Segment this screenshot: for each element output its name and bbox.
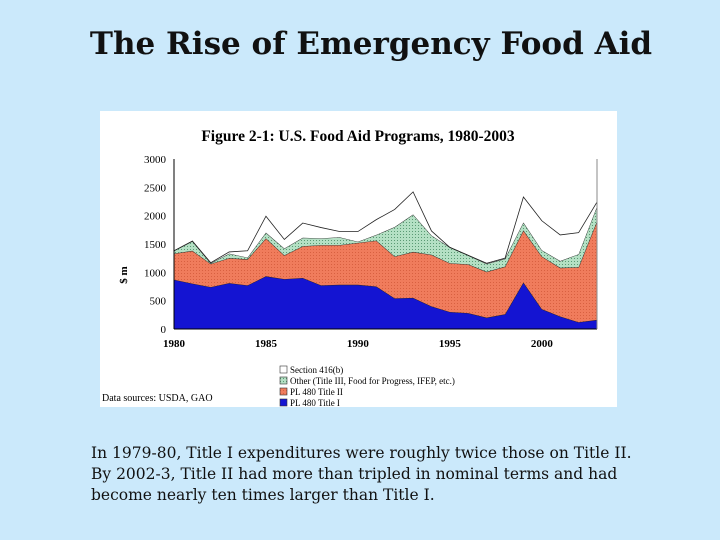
legend-swatch [279,365,288,374]
chart-title: Figure 2-1: U.S. Food Aid Programs, 1980… [201,128,515,145]
legend-swatch [279,387,288,396]
legend-label: Other (Title III, Food for Progress, IFE… [290,376,455,386]
chart: Figure 2-1: U.S. Food Aid Programs, 1980… [100,111,617,408]
y-tick-label: 0 [161,324,167,336]
area-section-416-b- [174,191,597,264]
y-tick-label: 1000 [144,267,167,279]
x-tick-label: 2000 [531,338,554,350]
slide-title: The Rise of Emergency Food Aid [89,26,653,62]
y-tick-label: 1500 [144,239,167,251]
body-line: In 1979-80, Title I expenditures were ro… [91,444,632,462]
y-tick-label: 2500 [144,182,167,194]
legend-swatch [279,398,288,407]
x-tick-label: 1995 [439,338,462,350]
area-pl-480-title-ii [174,221,597,323]
area-pl-480-title-i [174,276,597,329]
legend-label: Section 416(b) [290,365,343,375]
y-tick-label: 500 [150,296,167,308]
y-tick-label: 3000 [144,154,167,166]
legend-label: PL 480 Title II [290,387,343,397]
y-tick-label: 2000 [144,211,167,223]
chart-svg: Figure 2-1: U.S. Food Aid Programs, 1980… [102,128,598,408]
x-tick-label: 1980 [163,338,186,350]
body-line: become nearly ten times larger than Titl… [91,486,435,504]
body-line: By 2002-3, Title II had more than triple… [91,465,618,483]
y-axis-label: $ m [118,266,130,283]
area-other-title-iii-food-for-progress-ifep-etc- [174,206,597,272]
data-source: Data sources: USDA, GAO [102,393,213,404]
x-tick-label: 1985 [255,338,278,350]
body-text: In 1979-80, Title I expenditures were ro… [91,443,691,506]
series-top-line [173,191,598,264]
series-top-line [173,206,598,265]
legend-label: PL 480 Title I [290,398,340,407]
x-tick-label: 1990 [347,338,370,350]
legend-swatch [279,376,288,385]
